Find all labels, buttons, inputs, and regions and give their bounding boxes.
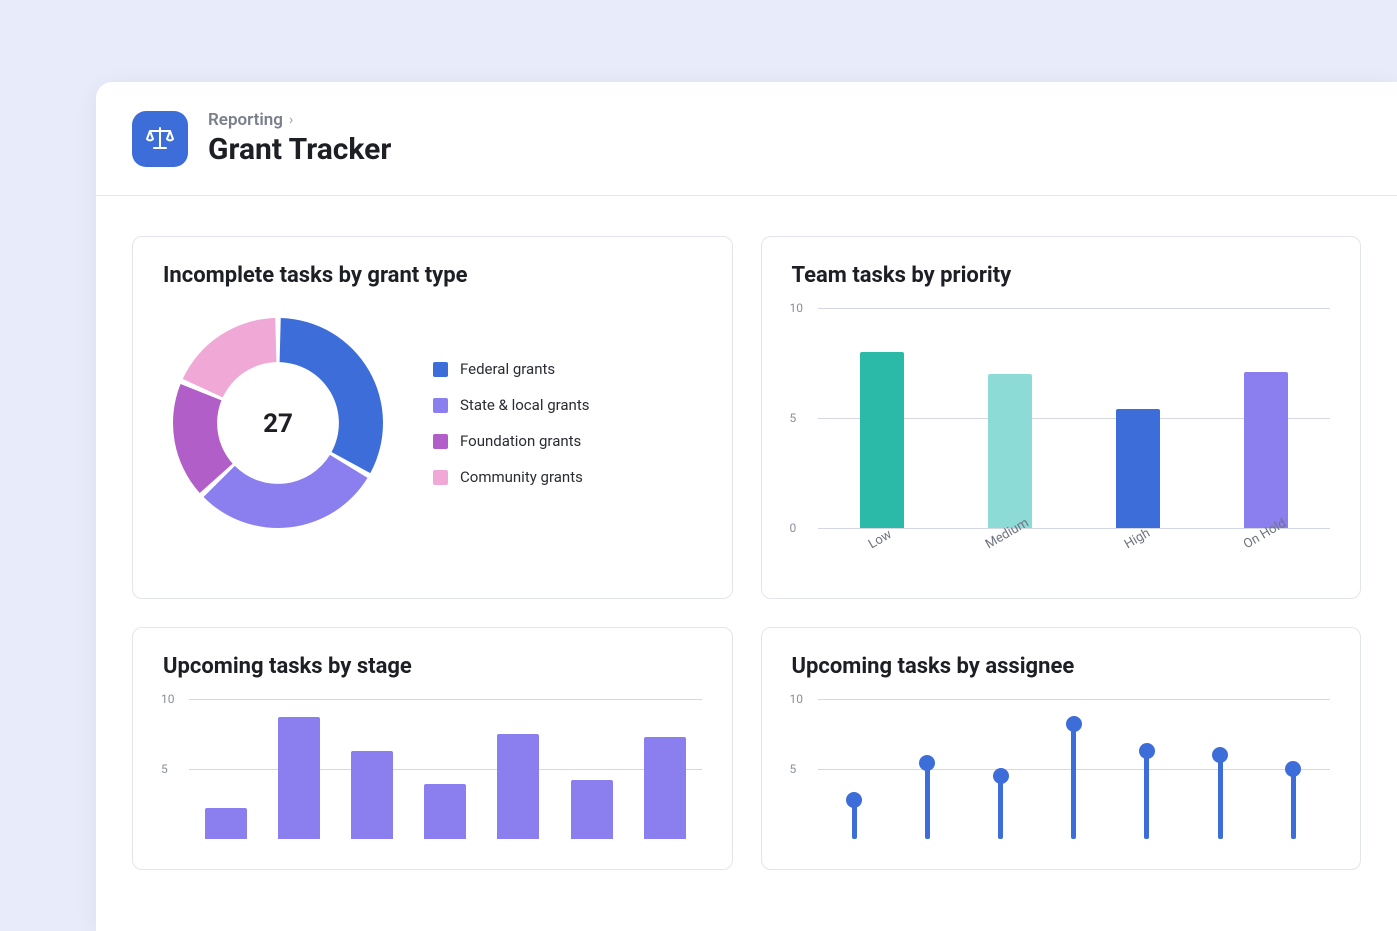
legend-item[interactable]: Community grants — [433, 468, 590, 486]
page-title: Grant Tracker — [208, 132, 391, 167]
legend-swatch — [433, 362, 448, 377]
legend-swatch — [433, 470, 448, 485]
y-axis-label: 5 — [790, 762, 797, 776]
card-incomplete-by-grant-type: Incomplete tasks by grant type 27 Federa… — [132, 236, 733, 599]
y-axis-label: 5 — [790, 411, 797, 425]
legend-label: Foundation grants — [460, 432, 581, 450]
legend-label: Federal grants — [460, 360, 555, 378]
lollipop-stem — [1144, 751, 1149, 839]
priority-bar-chart: 0510LowMediumHighOn Hold — [792, 308, 1331, 568]
breadcrumb[interactable]: Reporting › — [208, 110, 391, 130]
stage-bar-chart: 510 — [163, 699, 702, 839]
lollipop-container — [818, 699, 1331, 839]
legend-swatch — [433, 434, 448, 449]
donut-legend: Federal grants State & local grants Founda… — [433, 360, 590, 486]
breadcrumb-label: Reporting — [208, 110, 283, 130]
lollipop[interactable] — [848, 800, 860, 839]
y-axis-label: 10 — [161, 692, 175, 706]
lollipop-dot — [1285, 761, 1301, 777]
lollipop-dot — [919, 755, 935, 771]
lollipop-dot — [1212, 747, 1228, 763]
bar[interactable] — [205, 808, 247, 839]
legend-swatch — [433, 398, 448, 413]
lollipop[interactable] — [1287, 769, 1299, 839]
chevron-right-icon: › — [289, 112, 293, 128]
card-team-tasks-by-priority: Team tasks by priority 0 5 10 LowMediumHigh… — [761, 236, 1362, 599]
y-axis-label: 10 — [790, 692, 804, 706]
page-background: Reporting › Grant Tracker Incomplete tas… — [0, 0, 1397, 931]
bar[interactable] — [1244, 372, 1288, 528]
category-label: Low — [866, 527, 906, 572]
donut-slice[interactable] — [183, 318, 277, 397]
lollipop-dot — [1139, 743, 1155, 759]
lollipop[interactable] — [1214, 755, 1226, 839]
lollipop-dot — [1066, 716, 1082, 732]
app-icon — [132, 111, 188, 167]
bar[interactable] — [644, 737, 686, 839]
app-window: Reporting › Grant Tracker Incomplete tas… — [96, 82, 1397, 931]
header: Reporting › Grant Tracker — [96, 82, 1397, 196]
card-title: Team tasks by priority — [792, 263, 1331, 288]
bar[interactable] — [988, 374, 1032, 528]
lollipop[interactable] — [995, 776, 1007, 839]
bar[interactable] — [1116, 409, 1160, 528]
legend-label: Community grants — [460, 468, 583, 486]
bar[interactable] — [351, 751, 393, 839]
donut-chart: 27 — [163, 308, 393, 538]
lollipop-dot — [993, 768, 1009, 784]
donut-center-value: 27 — [263, 409, 293, 439]
legend-item[interactable]: Federal grants — [433, 360, 590, 378]
legend-item[interactable]: State & local grants — [433, 396, 590, 414]
y-axis-label: 10 — [790, 301, 804, 315]
bar[interactable] — [424, 784, 466, 839]
bar[interactable] — [571, 780, 613, 839]
y-axis-label: 0 — [790, 521, 797, 535]
gridline — [818, 528, 1331, 529]
legend-label: State & local grants — [460, 396, 590, 414]
bar[interactable] — [860, 352, 904, 528]
donut-slice[interactable] — [173, 384, 233, 493]
lollipop[interactable] — [921, 763, 933, 839]
donut-slice[interactable] — [280, 318, 383, 473]
assignee-lollipop-chart: 510 — [792, 699, 1331, 839]
lollipop[interactable] — [1068, 724, 1080, 839]
card-title: Upcoming tasks by stage — [163, 654, 702, 679]
lollipop-dot — [846, 792, 862, 808]
bar[interactable] — [278, 717, 320, 839]
legend-item[interactable]: Foundation grants — [433, 432, 590, 450]
category-label: High — [1122, 526, 1164, 572]
bar[interactable] — [497, 734, 539, 839]
header-text: Reporting › Grant Tracker — [208, 110, 391, 167]
lollipop-stem — [925, 763, 930, 839]
y-axis-label: 5 — [161, 762, 168, 776]
card-title: Incomplete tasks by grant type — [163, 263, 702, 288]
lollipop-stem — [1291, 769, 1296, 839]
lollipop[interactable] — [1141, 751, 1153, 839]
bars-container — [818, 308, 1331, 528]
card-upcoming-by-assignee: Upcoming tasks by assignee 510 — [761, 627, 1362, 870]
category-labels: LowMediumHighOn Hold — [818, 530, 1331, 568]
donut-chart-wrap: 27 Federal grants State & local grants Fou… — [163, 308, 702, 538]
lollipop-stem — [1071, 724, 1076, 839]
dashboard-grid: Incomplete tasks by grant type 27 Federa… — [96, 196, 1397, 870]
card-upcoming-by-stage: Upcoming tasks by stage 510 — [132, 627, 733, 870]
card-title: Upcoming tasks by assignee — [792, 654, 1331, 679]
lollipop-stem — [998, 776, 1003, 839]
bars-container — [189, 699, 702, 839]
lollipop-stem — [1218, 755, 1223, 839]
scales-icon — [144, 123, 176, 155]
